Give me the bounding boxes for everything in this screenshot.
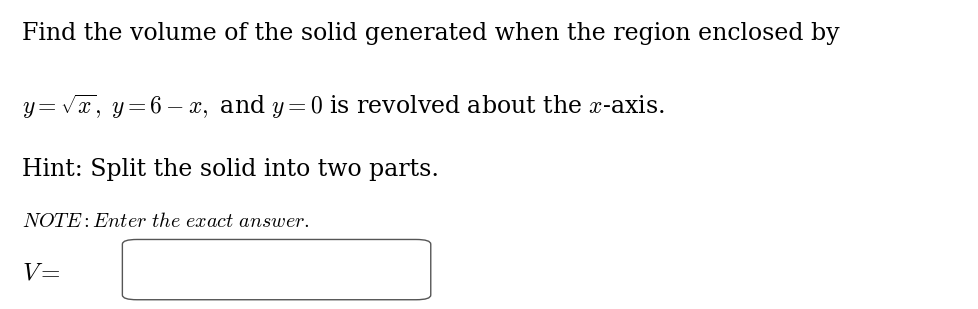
Text: $\mathit{NOTE: Enter\ the\ exact\ answer.}$: $\mathit{NOTE: Enter\ the\ exact\ answer… (22, 212, 309, 231)
Text: Hint: Split the solid into two parts.: Hint: Split the solid into two parts. (22, 158, 438, 180)
FancyBboxPatch shape (122, 239, 430, 300)
Text: Find the volume of the solid generated when the region enclosed by: Find the volume of the solid generated w… (22, 22, 838, 44)
Text: $V =$: $V =$ (22, 262, 61, 285)
Text: $y = \sqrt{x},\ y = 6 - x,$ and $y = 0$ is revolved about the $x$-axis.: $y = \sqrt{x},\ y = 6 - x,$ and $y = 0$ … (22, 93, 664, 121)
